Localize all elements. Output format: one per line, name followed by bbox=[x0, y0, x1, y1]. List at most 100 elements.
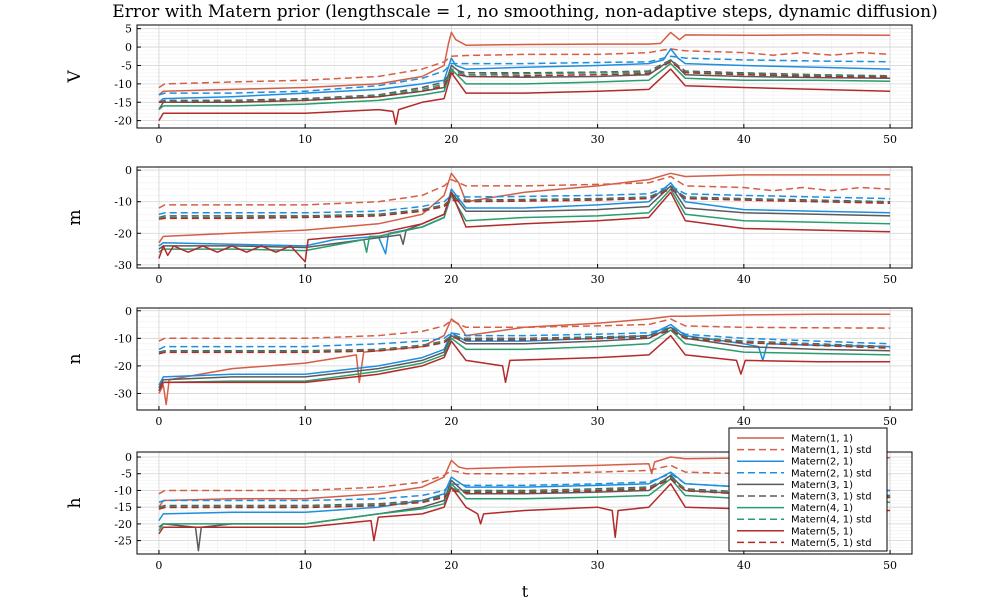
series-matern-5-1 bbox=[158, 334, 891, 392]
series-matern-1-1-std bbox=[158, 48, 891, 89]
y-axis-label: V bbox=[65, 70, 85, 84]
series-matern-3-1-std bbox=[158, 327, 891, 353]
x-tick-label: 40 bbox=[737, 415, 751, 428]
series-matern-5-1 bbox=[158, 483, 891, 542]
series-matern-1-1 bbox=[158, 313, 891, 406]
x-tick-label: 50 bbox=[883, 273, 897, 286]
legend-entry: Matern(4, 1) bbox=[791, 503, 853, 514]
x-tick-label: 50 bbox=[883, 133, 897, 146]
plot-frame bbox=[136, 451, 913, 555]
legend-entry: Matern(5, 1) bbox=[791, 526, 853, 537]
plot-area bbox=[137, 308, 912, 410]
series-group bbox=[158, 172, 891, 263]
series-matern-2-1-std bbox=[158, 55, 891, 96]
series-matern-1-1 bbox=[158, 31, 891, 96]
legend-entry: Matern(3, 1) bbox=[791, 480, 853, 491]
x-tick-label: 10 bbox=[298, 559, 312, 572]
series-group bbox=[158, 31, 891, 126]
legend-entry: Matern(2, 1) std bbox=[791, 468, 872, 479]
y-tick-label: -20 bbox=[114, 115, 132, 128]
y-tick-label: 0 bbox=[125, 164, 132, 177]
x-tick-label: 30 bbox=[591, 273, 605, 286]
x-axis-label: t bbox=[522, 582, 529, 600]
y-tick-label: 0 bbox=[125, 305, 132, 318]
series-group bbox=[158, 456, 891, 552]
y-tick-label: -20 bbox=[114, 518, 132, 531]
series-matern-2-1-std bbox=[158, 472, 891, 503]
y-tick-label: -20 bbox=[114, 360, 132, 373]
x-tick-label: 30 bbox=[591, 559, 605, 572]
y-tick-label: 0 bbox=[125, 451, 132, 464]
y-axis-label: m bbox=[65, 209, 85, 225]
legend-entry: Matern(1, 1) std bbox=[791, 445, 872, 456]
series-matern-1-1-std bbox=[158, 464, 891, 495]
y-tick-label: -15 bbox=[114, 501, 132, 514]
y-tick-label: -10 bbox=[114, 196, 132, 209]
x-tick-label: 50 bbox=[883, 415, 897, 428]
y-axis-label: n bbox=[65, 353, 85, 364]
series-matern-1-1 bbox=[158, 172, 891, 244]
x-tick-label: 20 bbox=[444, 133, 458, 146]
y-tick-label: -15 bbox=[114, 96, 132, 109]
x-tick-label: 20 bbox=[444, 273, 458, 286]
legend-entry: Matern(2, 1) bbox=[791, 457, 853, 468]
x-tick-label: 30 bbox=[591, 133, 605, 146]
series-matern-2-1-std bbox=[158, 326, 891, 351]
panel-n: 0 10 20 30 40 50 0 -10 -20 -30 n bbox=[65, 305, 913, 428]
x-tick-label: 40 bbox=[737, 559, 751, 572]
y-tick-label: 5 bbox=[125, 23, 132, 36]
x-tick-label: 0 bbox=[155, 133, 162, 146]
legend-entry: Matern(4, 1) std bbox=[791, 515, 872, 526]
y-tick-label: -10 bbox=[114, 78, 132, 91]
legend-entry: Matern(3, 1) std bbox=[791, 492, 872, 503]
series-matern-4-1 bbox=[158, 329, 891, 392]
series-matern-5-1-std bbox=[158, 329, 891, 355]
series-matern-4-1 bbox=[158, 188, 891, 253]
series-matern-5-1-std bbox=[158, 61, 891, 104]
y-tick-label: -25 bbox=[114, 535, 132, 548]
chart-title: Error with Matern prior (lengthscale = 1… bbox=[112, 2, 937, 22]
x-tick-label: 0 bbox=[155, 415, 162, 428]
series-matern-1-1-std bbox=[158, 175, 891, 209]
legend-entry: Matern(5, 1) std bbox=[791, 538, 872, 549]
y-tick-label: -30 bbox=[114, 259, 132, 272]
panel-m: 0 10 20 30 40 50 0 -10 -20 -30 m bbox=[65, 164, 913, 286]
plot-frame bbox=[136, 166, 913, 269]
plot-frame bbox=[136, 307, 913, 411]
series-matern-1-1-std bbox=[158, 318, 891, 342]
series-matern-5-1-std bbox=[158, 188, 891, 220]
y-tick-label: 0 bbox=[125, 41, 132, 54]
y-tick-label: -5 bbox=[121, 59, 132, 72]
series-matern-1-1 bbox=[158, 456, 891, 508]
y-tick-label: -5 bbox=[121, 468, 132, 481]
series-matern-3-1-std bbox=[158, 476, 891, 508]
series-matern-3-1-std bbox=[158, 59, 891, 104]
series-matern-2-1 bbox=[158, 48, 891, 103]
x-tick-label: 20 bbox=[444, 559, 458, 572]
series-matern-3-1 bbox=[158, 326, 891, 389]
y-tick-label: -10 bbox=[114, 332, 132, 345]
x-tick-label: 10 bbox=[298, 415, 312, 428]
x-tick-label: 40 bbox=[737, 133, 751, 146]
legend-entry: Matern(1, 1) bbox=[791, 434, 853, 445]
x-tick-label: 10 bbox=[298, 133, 312, 146]
x-tick-label: 0 bbox=[155, 559, 162, 572]
series-matern-3-1-std bbox=[158, 186, 891, 219]
plot-frame bbox=[136, 24, 913, 129]
x-tick-label: 30 bbox=[591, 415, 605, 428]
x-tick-label: 40 bbox=[737, 273, 751, 286]
series-matern-5-1-std bbox=[158, 478, 891, 510]
x-tick-label: 0 bbox=[155, 273, 162, 286]
x-tick-label: 20 bbox=[444, 415, 458, 428]
x-tick-label: 10 bbox=[298, 273, 312, 286]
x-tick-label: 50 bbox=[883, 559, 897, 572]
y-tick-label: -20 bbox=[114, 227, 132, 240]
y-axis-label: h bbox=[65, 497, 85, 508]
series-matern-4-1 bbox=[158, 478, 891, 532]
series-matern-4-1 bbox=[158, 62, 891, 111]
series-matern-5-1 bbox=[158, 68, 891, 126]
series-matern-4-1-std bbox=[158, 477, 891, 509]
